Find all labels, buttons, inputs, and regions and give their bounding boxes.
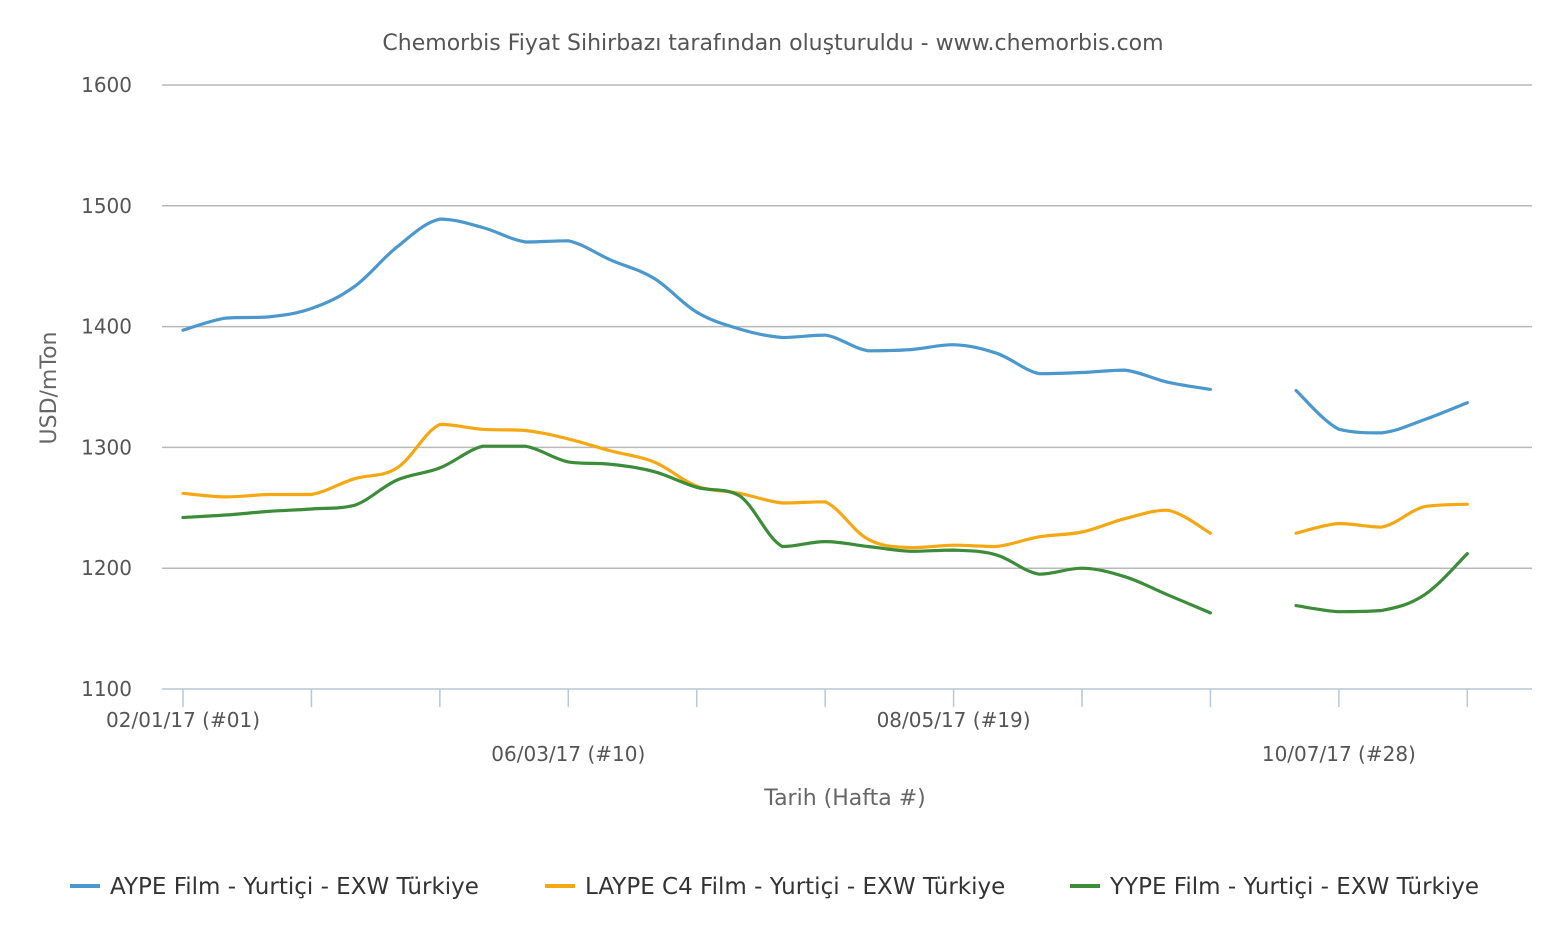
legend-label: AYPE Film - Yurtiçi - EXW Türkiye bbox=[110, 874, 479, 900]
y-axis-label: USD/mTon bbox=[37, 332, 62, 445]
legend-item-1[interactable]: AYPE Film - Yurtiçi - EXW Türkiye bbox=[70, 874, 479, 900]
series-line-2-segment-2 bbox=[1294, 502, 1469, 535]
series-lines bbox=[181, 217, 1469, 615]
y-tick-label: 1300 bbox=[81, 435, 132, 459]
legend-label: YYPE Film - Yurtiçi - EXW Türkiye bbox=[1109, 874, 1479, 900]
y-tick-label: 1100 bbox=[81, 677, 132, 701]
series-line-1-segment-2 bbox=[1294, 389, 1469, 435]
series-line-1-segment-1 bbox=[181, 217, 1212, 391]
x-tick-label: 10/07/17 (#28) bbox=[1262, 742, 1416, 766]
legend-item-3[interactable]: YYPE Film - Yurtiçi - EXW Türkiye bbox=[1070, 874, 1479, 900]
legend-label: LAYPE C4 Film - Yurtiçi - EXW Türkiye bbox=[585, 874, 1005, 900]
x-tick-label: 06/03/17 (#10) bbox=[491, 742, 645, 766]
y-axis-ticks: 1100 1200 1300 1400 1500 1600 bbox=[81, 73, 132, 701]
x-axis-label: Tarih (Hafta #) bbox=[763, 786, 925, 811]
gridlines bbox=[162, 84, 1532, 569]
x-tick-label: 08/05/17 (#19) bbox=[877, 708, 1031, 732]
series-line-3-segment-2 bbox=[1294, 552, 1469, 614]
legend-item-2[interactable]: LAYPE C4 Film - Yurtiçi - EXW Türkiye bbox=[545, 874, 1005, 900]
legend: AYPE Film - Yurtiçi - EXW Türkiye LAYPE C… bbox=[70, 874, 1479, 900]
chart-title: Chemorbis Fiyat Sihirbazı tarafından olu… bbox=[382, 31, 1163, 56]
y-tick-label: 1400 bbox=[81, 315, 132, 339]
x-tick-label: 02/01/17 (#01) bbox=[106, 708, 260, 732]
series-line-3-segment-1 bbox=[181, 444, 1212, 615]
x-axis-tick-labels: 02/01/17 (#01) 06/03/17 (#10) 08/05/17 (#1… bbox=[106, 708, 1416, 766]
y-tick-label: 1600 bbox=[81, 73, 132, 97]
y-tick-label: 1200 bbox=[81, 556, 132, 580]
x-axis-ticks bbox=[182, 689, 1469, 707]
y-tick-label: 1500 bbox=[81, 194, 132, 218]
